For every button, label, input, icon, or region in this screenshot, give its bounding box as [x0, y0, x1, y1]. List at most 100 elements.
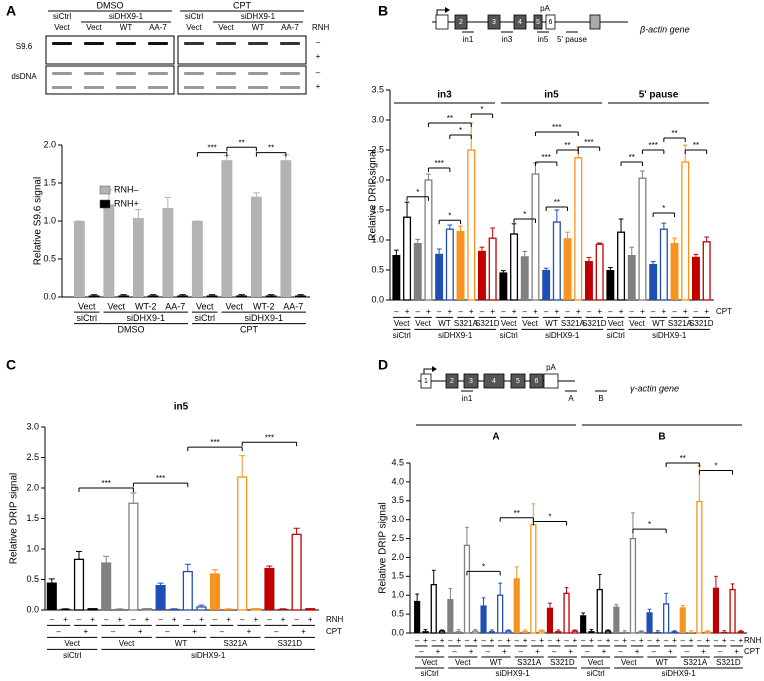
- bar: [196, 606, 207, 611]
- bar: [613, 606, 620, 633]
- y-tick-label: 2.5: [391, 533, 404, 543]
- x-tick-label: –: [416, 307, 421, 316]
- x-tick-label: +: [656, 636, 661, 645]
- x-tick-label: +: [683, 307, 688, 316]
- group-label: +: [701, 647, 706, 656]
- bar: [629, 537, 637, 634]
- tss-arrowhead: [432, 366, 437, 372]
- group-label: –: [452, 647, 457, 656]
- band: [184, 42, 204, 45]
- y-tick-label: 3.5: [371, 84, 384, 94]
- x-tick-label: –: [614, 636, 619, 645]
- bar: [520, 256, 529, 300]
- band: [52, 72, 72, 75]
- bar: [702, 241, 711, 301]
- group-label: siCtrl: [500, 331, 518, 340]
- group-label: S321D: [550, 658, 575, 667]
- x-tick-label: –: [694, 307, 699, 316]
- x-tick-label: +: [90, 615, 95, 624]
- x-tick-label: –: [158, 615, 163, 624]
- lane-label: Vect: [186, 23, 202, 32]
- bar: [552, 221, 561, 301]
- probe-label: in3: [502, 35, 513, 44]
- bar: [250, 196, 262, 297]
- x-tick-label: –: [631, 636, 636, 645]
- y-axis-label: Relative DRIP signal: [378, 502, 389, 594]
- x-tick-label: +: [533, 307, 538, 316]
- x-tick-label: +: [506, 636, 511, 645]
- significance-label: ***: [210, 438, 219, 447]
- x-tick-label: +: [556, 636, 561, 645]
- bar: [737, 631, 744, 634]
- group-label: siDHX9-1: [244, 313, 283, 323]
- significance-label: ***: [156, 474, 165, 483]
- band: [52, 42, 72, 45]
- bar: [595, 243, 604, 301]
- bar: [209, 573, 221, 610]
- bar: [574, 157, 583, 301]
- bar: [555, 631, 562, 633]
- blot-box: [45, 65, 175, 95]
- condition-label: CPT: [233, 0, 252, 10]
- bar: [638, 177, 647, 301]
- group-label: S321D: [278, 639, 303, 648]
- bar: [687, 631, 695, 633]
- exon: [543, 373, 559, 389]
- group-label: siDHX9-1: [191, 651, 226, 660]
- group-label: WT: [438, 319, 451, 328]
- significance-label: *: [662, 204, 665, 213]
- group-label: –: [718, 647, 723, 656]
- significance-label: ***: [541, 153, 550, 162]
- group-label: +: [469, 647, 474, 656]
- y-tick-label: 0.0: [43, 291, 56, 301]
- group-label: siCtrl: [420, 669, 438, 678]
- bar: [155, 584, 166, 610]
- bar: [265, 295, 277, 297]
- band: [52, 86, 72, 89]
- group-label: Vect: [621, 658, 637, 667]
- group-label: siCtrl: [393, 331, 411, 340]
- group-label: Vect: [629, 319, 645, 328]
- group-label: +: [535, 647, 540, 656]
- x-tick-label: +: [555, 307, 560, 316]
- bar: [60, 608, 71, 610]
- sign: +: [316, 52, 321, 61]
- bar: [422, 631, 429, 633]
- group-label: Vect: [455, 658, 471, 667]
- bar: [480, 605, 487, 633]
- pa-label: pA: [540, 4, 550, 13]
- exon-label: 3: [469, 378, 473, 385]
- y-tick-label: 0.5: [43, 253, 56, 263]
- y-axis-label: Relative DRIP signal: [9, 473, 20, 565]
- exon: [435, 14, 449, 30]
- x-tick-label: +: [622, 636, 627, 645]
- bar: [681, 161, 690, 301]
- bar: [646, 612, 653, 633]
- y-axis-label: Relative DRIP signal: [368, 149, 379, 241]
- group-label: S321D: [582, 319, 607, 328]
- exon-label: 2: [459, 19, 463, 26]
- group-label: S321A: [454, 319, 479, 328]
- exon-label: 5: [536, 19, 540, 26]
- row-label: RNH: [744, 636, 762, 645]
- group-label: WT: [175, 639, 188, 648]
- bar: [606, 270, 615, 300]
- x-tick-label: +: [597, 307, 602, 316]
- exon: [589, 14, 601, 30]
- x-tick-label: Vect: [225, 301, 243, 311]
- bar: [132, 217, 144, 297]
- y-tick-label: 1.5: [43, 177, 56, 187]
- bar: [638, 631, 645, 634]
- bar: [604, 630, 612, 634]
- y-tick-label: 1.5: [371, 204, 384, 214]
- band: [84, 72, 104, 75]
- group-label: S321A: [223, 639, 248, 648]
- significance-label: **: [629, 153, 635, 162]
- probe-label: B: [598, 394, 603, 403]
- x-tick-label: –: [240, 615, 245, 624]
- significance-label: *: [448, 211, 451, 220]
- y-tick-label: 1.0: [391, 590, 404, 600]
- x-tick-label: –: [437, 307, 442, 316]
- bar: [280, 160, 292, 297]
- blot-box: [45, 35, 175, 65]
